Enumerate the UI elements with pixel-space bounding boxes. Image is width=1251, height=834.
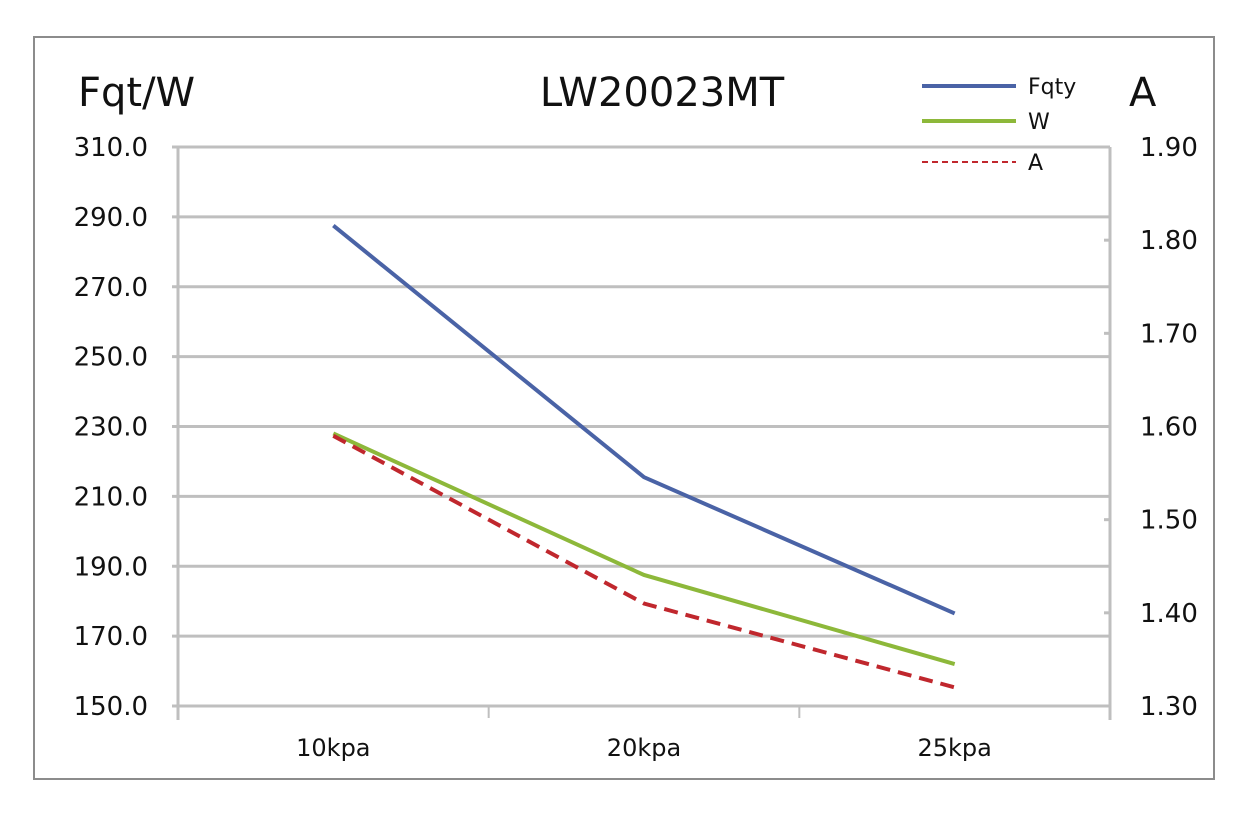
axes (172, 145, 1112, 720)
right-axis-label: A (1129, 70, 1157, 116)
series-lines (332, 224, 956, 690)
grid-lines (178, 145, 1110, 638)
left-tick-label: 270.0 (74, 273, 148, 303)
series-line-w (332, 431, 956, 666)
right-tick-labels: 1.30 1.40 1.50 1.60 1.70 1.80 1.90 (1140, 133, 1198, 722)
series-line-fqty (332, 224, 956, 616)
chart-frame (33, 36, 1215, 780)
chart-title: LW20023MT (540, 70, 785, 116)
right-tick-label: 1.90 (1140, 133, 1198, 163)
left-tick-labels: 150.0 170.0 190.0 210.0 230.0 250.0 270.0 290.0… (74, 133, 148, 722)
left-tick-label: 190.0 (74, 552, 148, 582)
legend-label: Fqty (1028, 75, 1076, 100)
left-tick-label: 250.0 (74, 343, 148, 373)
right-tick-label: 1.50 (1140, 506, 1198, 536)
x-tick-label: 25kpa (917, 734, 991, 762)
left-tick-label: 170.0 (74, 622, 148, 652)
legend: Fqty WA (922, 75, 1076, 176)
left-tick-label: 310.0 (74, 133, 148, 163)
right-tick-label: 1.70 (1140, 319, 1198, 349)
right-tick-label: 1.80 (1140, 226, 1198, 256)
left-tick-label: 150.0 (74, 692, 148, 722)
left-tick-label: 230.0 (74, 413, 148, 443)
series-line-a (332, 434, 956, 690)
left-axis-label: Fqt/W (78, 70, 195, 116)
left-tick-label: 290.0 (74, 203, 148, 233)
x-tick-label: 20kpa (607, 734, 681, 762)
x-tick-labels: 10kpa 20kpa 25kpa (296, 734, 992, 762)
x-tick-label: 10kpa (296, 734, 370, 762)
right-tick-label: 1.60 (1140, 413, 1198, 443)
legend-label: W (1028, 110, 1050, 135)
legend-label: A (1028, 151, 1043, 176)
left-tick-label: 210.0 (74, 482, 148, 512)
right-tick-label: 1.40 (1140, 599, 1198, 629)
right-tick-label: 1.30 (1140, 692, 1198, 722)
